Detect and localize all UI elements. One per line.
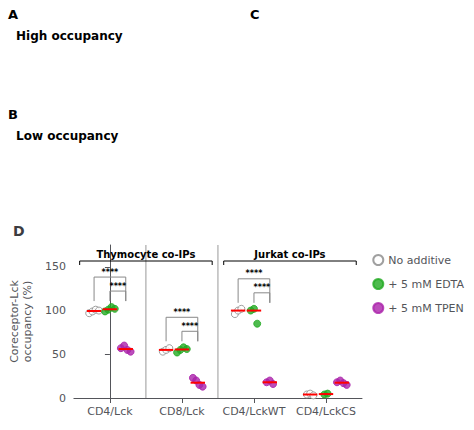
svg-text:CD4/LckCS: CD4/LckCS	[296, 405, 356, 418]
svg-text:A: A	[8, 7, 18, 22]
svg-text:Coreceptor-Lck: Coreceptor-Lck	[8, 280, 21, 363]
svg-text:****: ****	[174, 308, 192, 317]
svg-text:occupancy (%): occupancy (%)	[21, 281, 34, 363]
svg-text:Thymocyte co-IPs: Thymocyte co-IPs	[96, 249, 195, 260]
svg-text:CD4/Lck: CD4/Lck	[87, 405, 133, 418]
svg-text:****: ****	[109, 282, 127, 291]
svg-text:****: ****	[181, 322, 199, 331]
svg-text:No additive: No additive	[388, 254, 451, 267]
svg-text:50: 50	[52, 348, 66, 361]
svg-text:****: ****	[246, 269, 264, 278]
svg-text:C: C	[250, 7, 260, 22]
svg-text:****: ****	[254, 283, 272, 292]
svg-text:Jurkat co-IPs: Jurkat co-IPs	[253, 249, 325, 260]
svg-text:Low occupancy: Low occupancy	[16, 129, 119, 143]
svg-text:+ 5 mM TPEN: + 5 mM TPEN	[388, 302, 463, 315]
svg-text:D: D	[13, 223, 25, 239]
svg-text:****: ****	[102, 268, 120, 277]
svg-text:High occupancy: High occupancy	[16, 29, 123, 43]
svg-text:B: B	[8, 107, 18, 122]
svg-text:100: 100	[45, 304, 66, 317]
svg-text:0: 0	[59, 392, 66, 405]
svg-text:CD8/Lck: CD8/Lck	[159, 405, 205, 418]
svg-text:+ 5 mM EDTA: + 5 mM EDTA	[388, 278, 464, 291]
svg-text:150: 150	[45, 260, 66, 273]
svg-text:CD4/LckWT: CD4/LckWT	[222, 405, 285, 418]
